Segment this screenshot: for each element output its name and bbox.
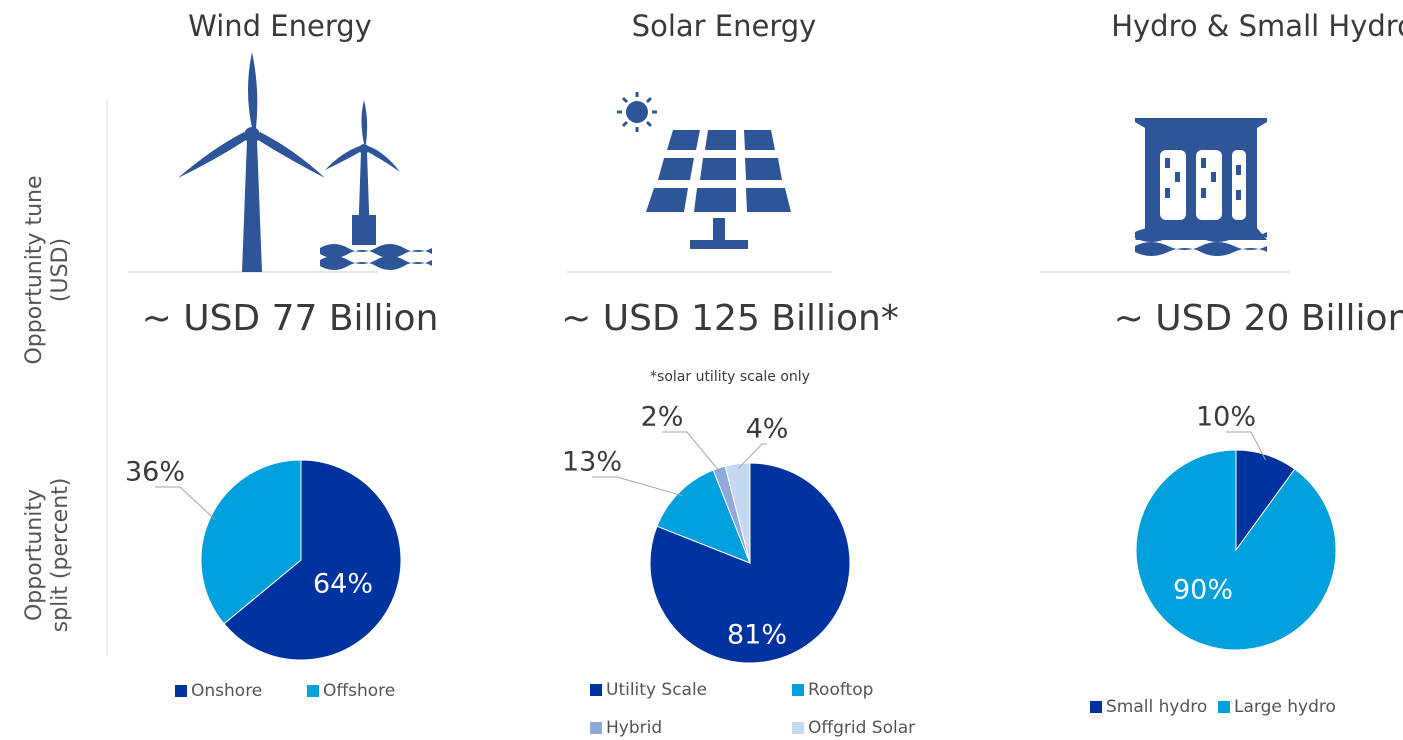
legend-label: Rooftop — [808, 680, 873, 700]
leader-line — [737, 443, 767, 470]
legend-label: Hybrid — [606, 718, 662, 738]
leader-line — [155, 486, 216, 520]
legend-label: Utility Scale — [606, 680, 707, 700]
hydro-icon — [1135, 118, 1267, 256]
legend-swatch — [307, 685, 319, 697]
legend-label: Large hydro — [1234, 697, 1336, 717]
chart-title: Solar Energy — [632, 9, 817, 43]
wind-icon — [178, 52, 432, 272]
legend-swatch — [792, 722, 804, 734]
row-label-line: split (percent) — [48, 478, 73, 633]
leader-line — [592, 476, 683, 497]
legend-swatch — [792, 684, 804, 696]
leader-line — [662, 431, 722, 473]
data-label: 81% — [727, 620, 787, 651]
headline: ~ USD 20 Billion — [1114, 298, 1403, 339]
leader-line — [1226, 431, 1266, 460]
pie-slice — [724, 462, 751, 564]
pie-slice — [200, 459, 302, 625]
data-label: 64% — [313, 569, 373, 600]
row-label: Opportunity tune (USD) — [22, 175, 73, 364]
data-label: 13% — [562, 447, 622, 478]
data-label: 4% — [746, 414, 789, 445]
pie-slice — [1135, 449, 1337, 651]
data-label: 90% — [1173, 575, 1233, 606]
legend-label: Small hydro — [1106, 697, 1207, 717]
chart-title: Hydro & Small Hydro — [1111, 9, 1403, 43]
row-label-line: Opportunity tune — [22, 175, 47, 364]
chart-title: Wind Energy — [188, 9, 372, 43]
legend-label: Offshore — [323, 681, 395, 701]
headline: ~ USD 125 Billion* — [561, 298, 899, 339]
row-label-line: Opportunity — [22, 489, 47, 621]
row-label: Opportunity split (percent) — [22, 478, 73, 633]
pie-slice — [656, 469, 751, 564]
legend-swatch — [1090, 701, 1102, 713]
data-label: 2% — [641, 402, 684, 433]
legend-label: Offgrid Solar — [808, 718, 915, 738]
solar-icon — [617, 92, 791, 249]
data-label: 10% — [1196, 402, 1256, 433]
legend-swatch — [1218, 701, 1230, 713]
legend-swatch — [590, 722, 602, 734]
headline: ~ USD 77 Billion — [142, 298, 439, 339]
legend-swatch — [175, 685, 187, 697]
legend-label: Onshore — [191, 681, 262, 701]
legend-swatch — [590, 684, 602, 696]
row-label-line: (USD) — [48, 238, 73, 302]
data-label: 36% — [125, 457, 185, 488]
pie-slice — [223, 459, 402, 661]
footnote: *solar utility scale only — [650, 369, 810, 385]
